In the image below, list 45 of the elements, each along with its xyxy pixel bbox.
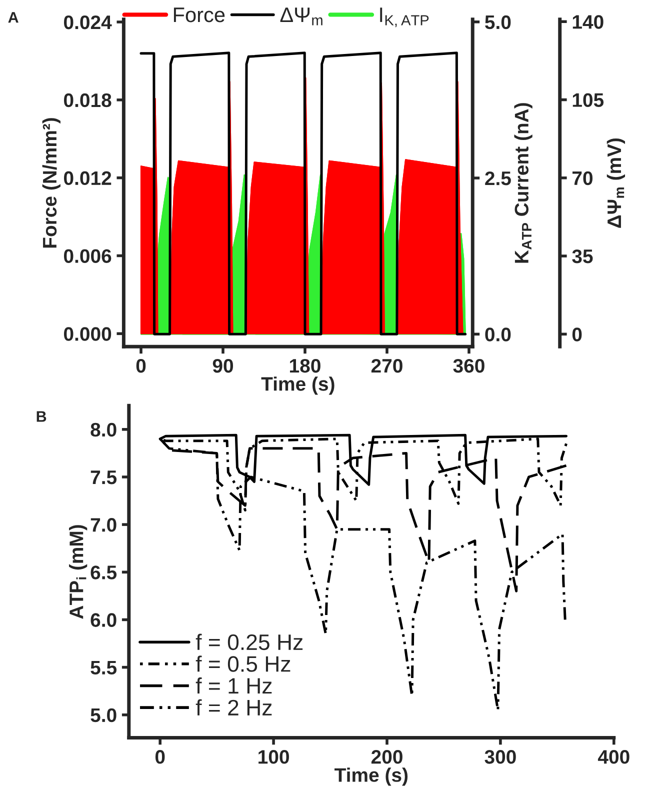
- x-tick-label: 90: [212, 358, 234, 373]
- x-tick-label: 200: [371, 750, 402, 764]
- y-tick-label: 0.024: [64, 15, 112, 30]
- legend-label: f = 0.5 Hz: [196, 656, 290, 672]
- y-axis-title: ATP$_{i}$ (mM): [69, 525, 88, 619]
- y-tick-label: 0.018: [64, 93, 112, 108]
- y-tick-label: 7.5: [90, 470, 117, 484]
- x-tick-label: 400: [598, 750, 630, 764]
- y3-tick-label: 105: [572, 93, 604, 107]
- text: B: [36, 411, 46, 422]
- y-tick-label: 5.5: [90, 660, 117, 675]
- y3-tick-label: 70: [572, 171, 592, 186]
- x-axis-title: Time (s): [261, 376, 334, 395]
- y-tick-label: 8.0: [90, 422, 116, 437]
- y2-tick-label: 0.0: [485, 328, 511, 342]
- y-tick-label: 0.006: [64, 249, 112, 263]
- legend-label: f = 1 Hz: [196, 677, 272, 694]
- x-tick-label: 180: [290, 358, 320, 373]
- y2-tick-label: 2.5: [485, 171, 511, 186]
- y-tick-label: 0.000: [64, 327, 112, 341]
- y3-tick-label: 35: [572, 249, 593, 264]
- y3-tick-label: 140: [572, 15, 604, 29]
- x-axis-title: Time (s): [334, 768, 408, 786]
- y-tick-label: 0.012: [64, 171, 112, 186]
- x-tick-label: 0: [136, 358, 146, 373]
- text: A: [8, 12, 18, 23]
- x-tick-label: 300: [484, 750, 516, 764]
- y-tick-label: 5.0: [90, 708, 116, 722]
- x-tick-label: 270: [371, 358, 402, 373]
- y-axis-title: Force (N/mm²): [42, 118, 60, 248]
- x-tick-label: 360: [453, 358, 484, 373]
- y-tick-label: 7.0: [90, 518, 116, 532]
- legend-label: ΔΨ$_{m}$: [280, 8, 322, 26]
- y-tick-label: 6.0: [90, 613, 116, 627]
- x-tick-label: 0: [155, 750, 165, 764]
- y2-axis-title: K$_{ATP}$ Current (nA): [514, 103, 532, 263]
- y3-axis-title: ΔΨ$_{m}$ (mV): [606, 138, 626, 228]
- y-tick-label: 6.5: [90, 566, 117, 580]
- legend-label: I$_{K,ATP}$: [380, 8, 429, 28]
- legend-label: Force: [174, 8, 225, 22]
- legend-label: f = 2 Hz: [196, 699, 272, 716]
- x-tick-label: 100: [258, 750, 289, 764]
- legend-label: f = 0.25 Hz: [196, 634, 303, 650]
- y2-tick-label: 5.0: [485, 15, 511, 30]
- y3-tick-label: 0: [572, 328, 582, 342]
